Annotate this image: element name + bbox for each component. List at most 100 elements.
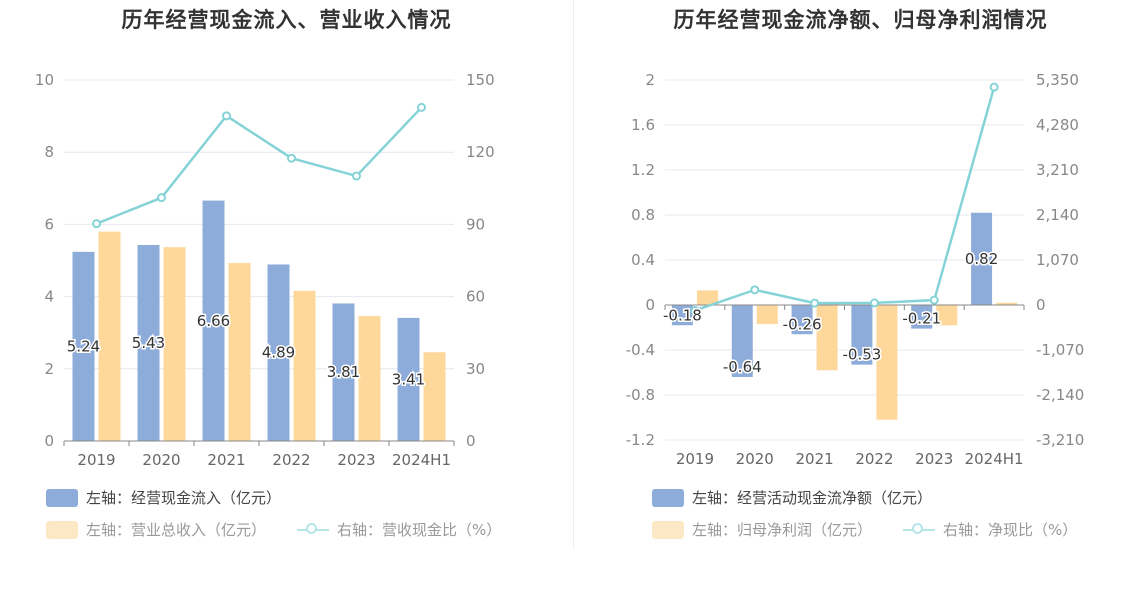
ratio-point: [92, 219, 101, 229]
left-axis-tick-label: 2: [645, 71, 655, 89]
right-axis-tick-label: 60: [466, 288, 485, 306]
left-axis-tick-label: -0.8: [626, 386, 655, 404]
bar-secondary: [996, 302, 1018, 305]
bar-value-label: 0.82: [965, 250, 998, 268]
bar-secondary: [936, 305, 958, 326]
x-axis-label: 2021: [795, 450, 833, 468]
bar-value-label: -0.64: [723, 358, 762, 376]
legend-label-net-cash-flow: 左轴：经营活动现金流净额（亿元）: [692, 489, 933, 507]
right-axis-tick-label: 2,140: [1036, 206, 1079, 224]
right-axis-tick-label: 3,210: [1036, 161, 1079, 179]
right-chart-panel: 历年经营现金流净额、归母净利润情况 -1.2 -3,210 -0.8 -2,140 -0…: [574, 0, 1147, 589]
right-axis-tick-label: 4,280: [1036, 116, 1079, 134]
legend-item-cash-inflow[interactable]: 左轴：经营现金流入（亿元）: [46, 487, 281, 508]
right-axis-tick-label: -1,070: [1036, 341, 1084, 359]
bar-primary: [202, 200, 225, 441]
ratio-point: [287, 153, 296, 163]
x-axis-label: 2019: [676, 450, 714, 468]
left-axis-tick-label: 4: [44, 288, 54, 306]
right-axis-tick-label: 120: [466, 143, 495, 161]
panel-divider: [573, 0, 574, 550]
right-chart-svg: -1.2 -3,210 -0.8 -2,140 -0.4 -1,070 0 0 0.4 1,070…: [626, 71, 1085, 468]
bar-value-label: -0.26: [783, 315, 822, 333]
ratio-point: [810, 298, 820, 308]
left-chart-svg: 0 0 2 30 4 60 6 90 8 120 10 150 2019 2020 2021 2022 2023…: [35, 71, 495, 469]
x-axis-label: 2022: [272, 451, 310, 469]
bar-secondary: [423, 352, 446, 441]
ratio-point: [750, 285, 760, 295]
bar-primary: [731, 305, 753, 377]
ratio-point: [222, 111, 231, 121]
left-axis-tick-label: 0.8: [631, 206, 655, 224]
legend-item-net-cash-ratio[interactable]: 右轴：净现比（%）: [903, 519, 1077, 540]
x-axis-label: 2024H1: [965, 450, 1024, 468]
bar-secondary: [228, 263, 251, 441]
bar-secondary: [358, 316, 381, 441]
right-axis-tick-label: 90: [466, 215, 485, 233]
x-axis-label: 2020: [142, 451, 180, 469]
x-axis-label: 2023: [337, 451, 375, 469]
bar-secondary: [816, 305, 838, 371]
right-axis-tick-label: 0: [1036, 296, 1046, 314]
bar-primary: [72, 251, 95, 441]
legend-swatch-blue: [652, 488, 684, 507]
legend-label-revenue: 左轴：营业总收入（亿元）: [86, 521, 267, 539]
bar-primary: [851, 305, 873, 365]
legend-swatch-yellow: [652, 520, 684, 539]
legend-item-net-cash-flow[interactable]: 左轴：经营活动现金流净额（亿元）: [652, 487, 932, 508]
x-axis-label: 2023: [915, 450, 953, 468]
left-axis-tick-label: 0: [645, 296, 655, 314]
bar-secondary: [876, 305, 898, 420]
left-axis-tick-label: -1.2: [626, 431, 655, 449]
legend-swatch-blue: [46, 488, 78, 507]
x-axis-label: 2019: [77, 451, 115, 469]
right-axis-tick-label: 0: [466, 432, 476, 450]
ratio-point: [989, 82, 999, 92]
bar-secondary: [756, 305, 778, 325]
bar-secondary: [98, 231, 121, 441]
bar-secondary: [696, 290, 718, 305]
ratio-point: [352, 171, 361, 181]
x-axis-label: 2021: [207, 451, 245, 469]
bar-secondary: [293, 290, 316, 441]
legend-item-revenue[interactable]: 左轴：营业总收入（亿元）: [46, 519, 266, 540]
right-axis-tick-label: -3,210: [1036, 431, 1084, 449]
left-axis-tick-label: -0.4: [626, 341, 655, 359]
bar-primary: [791, 305, 813, 335]
bar-value-label: 6.66: [197, 312, 230, 330]
legend-label-net-profit: 左轴：归母净利润（亿元）: [692, 521, 873, 539]
left-axis-tick-label: 6: [44, 215, 54, 233]
x-axis-label: 2022: [855, 450, 893, 468]
bar-primary: [397, 317, 420, 441]
ratio-point: [869, 298, 879, 308]
bar-value-label: 5.24: [67, 337, 100, 355]
left-chart-panel: 历年经营现金流入、营业收入情况 0 0 2 30 4 60 6 90 8 120 10 150 2019…: [0, 0, 573, 589]
left-axis-tick-label: 0.4: [631, 251, 655, 269]
bar-primary: [671, 305, 693, 326]
legend-item-cash-ratio[interactable]: 右轴：营收现金比（%）: [297, 519, 501, 540]
left-axis-tick-label: 2: [44, 360, 54, 378]
right-chart-title: 历年经营现金流净额、归母净利润情况: [673, 8, 1048, 32]
right-axis-tick-label: 30: [466, 360, 485, 378]
ratio-point: [157, 193, 166, 203]
bar-primary: [971, 212, 993, 305]
bar-value-label: 3.81: [327, 363, 360, 381]
bar-primary: [267, 264, 290, 441]
legend-label-cash-ratio: 右轴：营收现金比（%）: [337, 521, 502, 539]
legend-label-cash-inflow: 左轴：经营现金流入（亿元）: [86, 489, 282, 507]
legend-swatch-yellow: [46, 520, 78, 539]
x-axis-label: 2020: [736, 450, 774, 468]
left-axis-tick-label: 8: [44, 143, 54, 161]
bar-primary: [911, 305, 933, 329]
ratio-line: [96, 106, 423, 225]
bar-value-label: 3.41: [392, 370, 425, 388]
ratio-line: [694, 86, 996, 312]
ratio-point: [929, 295, 939, 305]
left-axis-tick-label: 10: [35, 71, 54, 89]
legend-label-net-cash-ratio: 右轴：净现比（%）: [943, 521, 1078, 539]
right-axis-tick-label: 150: [466, 71, 495, 89]
bar-primary: [332, 303, 355, 441]
left-axis-tick-label: 0: [44, 432, 54, 450]
legend-item-net-profit[interactable]: 左轴：归母净利润（亿元）: [652, 519, 872, 540]
